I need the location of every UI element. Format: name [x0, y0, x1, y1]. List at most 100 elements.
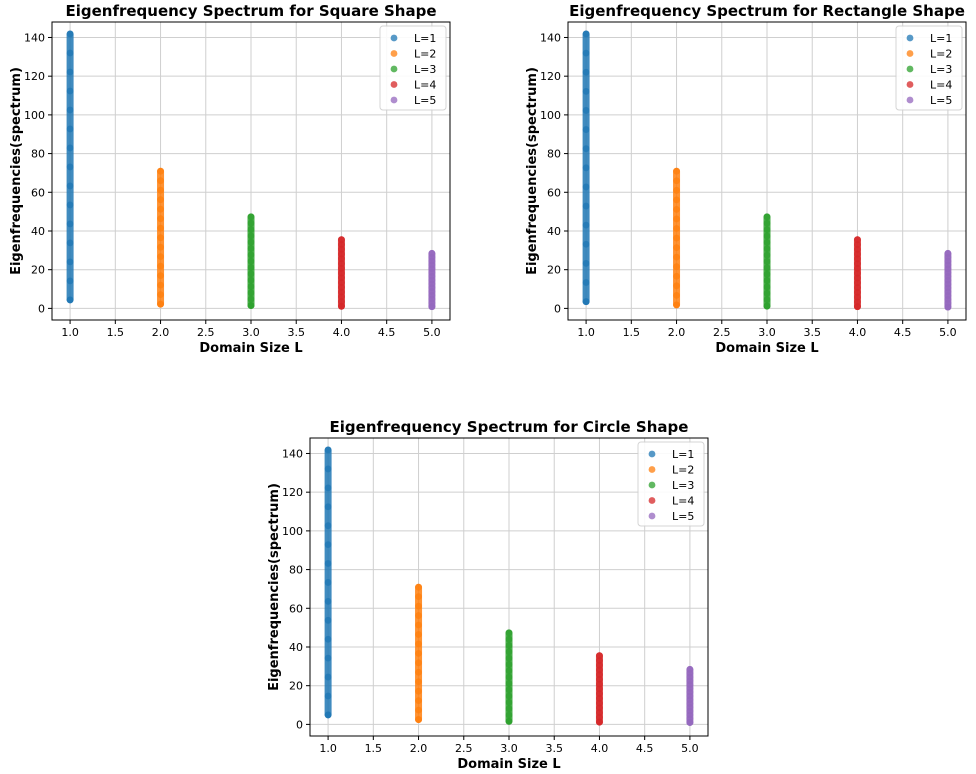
data-point — [686, 719, 694, 726]
data-point — [763, 232, 771, 240]
data-point — [66, 49, 74, 57]
data-point — [338, 288, 345, 296]
data-point — [505, 635, 513, 643]
data-point — [673, 177, 680, 185]
data-point — [763, 296, 771, 304]
legend-label: L=5 — [414, 94, 436, 107]
data-point — [582, 240, 590, 248]
x-axis-label: Domain Size L — [715, 341, 818, 356]
x-tick-label: 2.5 — [713, 326, 731, 339]
data-point — [582, 126, 590, 133]
data-point — [324, 692, 332, 700]
x-tick-label: 3.0 — [500, 742, 518, 755]
data-point — [854, 245, 861, 253]
data-point — [415, 687, 422, 695]
data-point — [505, 698, 513, 706]
y-tick-label: 140 — [282, 447, 303, 460]
data-point — [66, 220, 74, 228]
data-point — [338, 260, 345, 267]
x-tick-label: 3.5 — [545, 742, 563, 755]
x-tick-label: 3.5 — [287, 326, 305, 339]
data-point — [338, 250, 345, 258]
data-point — [247, 219, 255, 227]
data-point — [505, 711, 513, 719]
data-point — [582, 259, 590, 267]
data-point — [596, 680, 603, 688]
data-point — [854, 236, 861, 244]
data-point — [596, 652, 603, 660]
legend-marker — [390, 96, 398, 104]
data-point — [854, 264, 861, 272]
data-point — [415, 640, 422, 648]
legend-label: L=1 — [414, 32, 436, 45]
data-point — [673, 167, 680, 175]
series-l5 — [686, 665, 694, 726]
data-point — [944, 303, 952, 311]
data-point — [854, 288, 861, 296]
data-point — [582, 183, 590, 191]
data-point — [415, 621, 422, 629]
data-point — [854, 255, 861, 263]
data-point — [247, 245, 255, 252]
data-point — [157, 177, 164, 185]
legend-label: L=3 — [930, 63, 952, 76]
data-point — [854, 279, 861, 287]
data-point — [596, 718, 603, 726]
y-tick-label: 40 — [31, 225, 45, 238]
y-tick-label: 140 — [540, 31, 561, 44]
series-l5 — [428, 249, 436, 311]
x-tick-label: 4.5 — [636, 742, 654, 755]
rectangle-chart: Eigenfrequency Spectrum for Rectangle Sh… — [525, 2, 967, 356]
data-point — [854, 241, 861, 248]
x-tick-label: 3.0 — [242, 326, 260, 339]
data-point — [415, 649, 422, 657]
data-point — [66, 258, 74, 266]
data-point — [763, 238, 771, 246]
data-point — [582, 279, 590, 286]
x-tick-label: 5.0 — [681, 742, 699, 755]
data-point — [582, 202, 590, 210]
series-l2 — [415, 583, 423, 724]
legend-box — [895, 25, 963, 111]
data-point — [324, 484, 332, 492]
data-point — [157, 281, 164, 289]
data-point — [582, 145, 590, 153]
x-axis-label: Domain Size L — [457, 757, 560, 772]
legend-box — [637, 441, 705, 527]
data-point — [66, 182, 74, 190]
data-point — [763, 277, 771, 284]
legend-marker — [648, 481, 656, 489]
data-point — [324, 654, 332, 662]
legend-label: L=3 — [672, 479, 694, 492]
data-point — [157, 234, 164, 242]
data-point — [854, 284, 861, 291]
data-point — [157, 167, 164, 175]
series-l1 — [324, 446, 332, 719]
y-tick-label: 80 — [289, 564, 303, 577]
data-point — [66, 144, 74, 152]
data-point — [673, 205, 680, 213]
data-point — [854, 303, 861, 311]
data-point — [505, 686, 513, 694]
data-point — [596, 713, 603, 721]
data-point — [338, 269, 345, 277]
series-l5 — [944, 249, 952, 311]
x-tick-label: 2.0 — [668, 326, 686, 339]
data-point — [324, 560, 332, 567]
data-point — [415, 612, 422, 619]
series-l1 — [582, 30, 590, 306]
legend-label: L=2 — [414, 48, 436, 61]
legend-label: L=4 — [672, 495, 694, 508]
data-point — [338, 241, 345, 248]
data-point — [66, 239, 74, 247]
y-tick-label: 20 — [547, 264, 561, 277]
y-tick-label: 0 — [296, 718, 303, 731]
legend-label: L=2 — [672, 464, 694, 477]
x-tick-label: 4.5 — [894, 326, 912, 339]
series-l3 — [505, 629, 513, 725]
data-point — [66, 201, 74, 209]
legend-marker — [390, 34, 398, 42]
x-tick-label: 2.0 — [152, 326, 170, 339]
series-l2 — [157, 167, 165, 308]
x-tick-label: 2.5 — [197, 326, 215, 339]
